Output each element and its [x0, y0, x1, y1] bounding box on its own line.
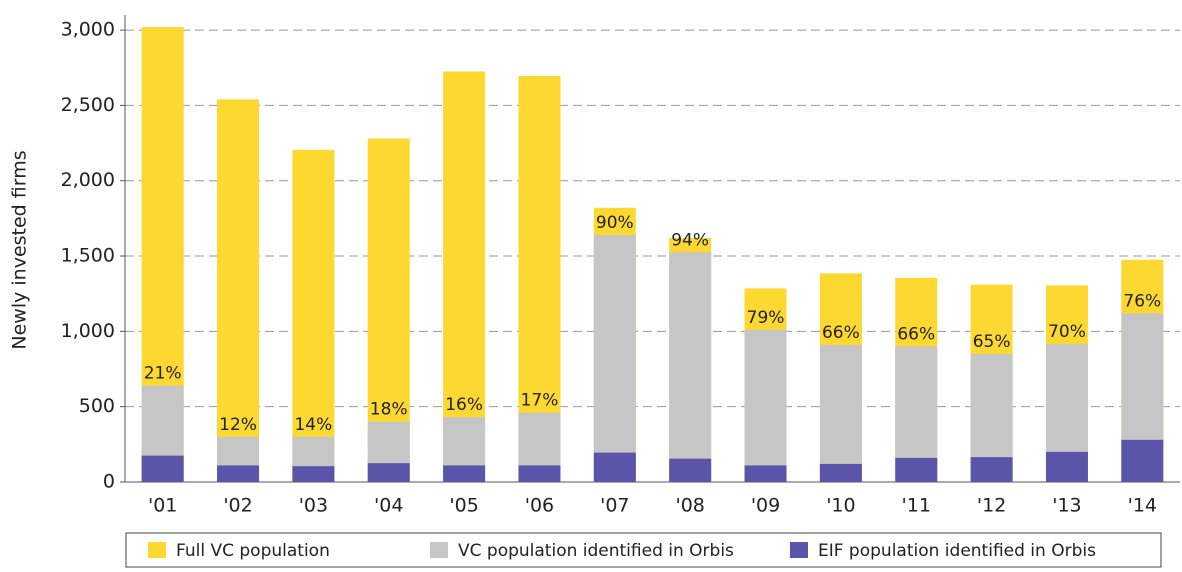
x-tick-label: '09 — [751, 495, 780, 517]
y-tick-label: 0 — [103, 471, 115, 493]
share-label: 65% — [973, 332, 1011, 352]
share-label: 14% — [294, 415, 332, 435]
y-tick-label: 1,000 — [61, 320, 115, 342]
share-label: 79% — [747, 308, 785, 328]
share-label: 17% — [521, 391, 559, 411]
x-tick-label: '01 — [148, 495, 177, 517]
bar — [292, 466, 335, 482]
x-tick-label: '02 — [223, 495, 252, 517]
bar — [292, 149, 335, 482]
x-tick-label: '10 — [826, 495, 855, 517]
bar — [1045, 451, 1088, 482]
x-tick-label: '03 — [299, 495, 328, 517]
bar — [819, 344, 862, 482]
y-tick-label: 2,000 — [61, 169, 115, 191]
x-tick-label: '06 — [525, 495, 554, 517]
bar — [443, 71, 486, 482]
bar — [518, 465, 561, 482]
x-tick-label: '12 — [977, 495, 1006, 517]
bar — [744, 329, 787, 482]
bar — [593, 234, 636, 482]
x-tick-label: '14 — [1128, 495, 1157, 517]
x-tick-label: '13 — [1052, 495, 1081, 517]
bar — [217, 465, 260, 482]
legend-label: VC population identified in Orbis — [458, 541, 734, 561]
bar — [819, 463, 862, 482]
x-tick-label: '11 — [902, 495, 931, 517]
legend-swatch — [430, 542, 448, 558]
bar — [970, 457, 1013, 482]
share-label: 66% — [897, 324, 935, 344]
share-label: 90% — [596, 213, 634, 233]
legend-box — [125, 532, 1162, 568]
share-label: 70% — [1048, 322, 1086, 342]
bar — [895, 457, 938, 482]
share-label: 16% — [445, 395, 483, 415]
x-tick-label: '05 — [449, 495, 478, 517]
share-label: 21% — [144, 364, 182, 384]
bar — [141, 455, 184, 482]
y-tick-label: 500 — [79, 395, 115, 417]
legend-swatch — [148, 542, 166, 558]
bar — [217, 99, 260, 482]
y-tick-label: 2,500 — [61, 94, 115, 116]
legend-label: Full VC population — [176, 541, 330, 561]
share-label: 94% — [671, 230, 709, 250]
y-axis-label: Newly invested firms — [9, 150, 31, 349]
bar — [1121, 439, 1164, 482]
bar — [367, 463, 410, 482]
legend-swatch — [790, 542, 808, 558]
bar — [744, 465, 787, 482]
bar — [669, 252, 712, 482]
x-tick-label: '07 — [600, 495, 629, 517]
x-tick-label: '04 — [374, 495, 403, 517]
share-label: 66% — [822, 323, 860, 343]
share-label: 12% — [219, 415, 257, 435]
bar — [593, 452, 636, 482]
x-tick-label: '08 — [675, 495, 704, 517]
share-label: 18% — [370, 400, 408, 420]
y-tick-label: 3,000 — [61, 19, 115, 41]
legend-label: EIF population identified in Orbis — [818, 541, 1096, 561]
bar — [443, 465, 486, 482]
bar — [669, 458, 712, 482]
y-tick-label: 1,500 — [61, 245, 115, 267]
share-label: 76% — [1123, 291, 1161, 311]
